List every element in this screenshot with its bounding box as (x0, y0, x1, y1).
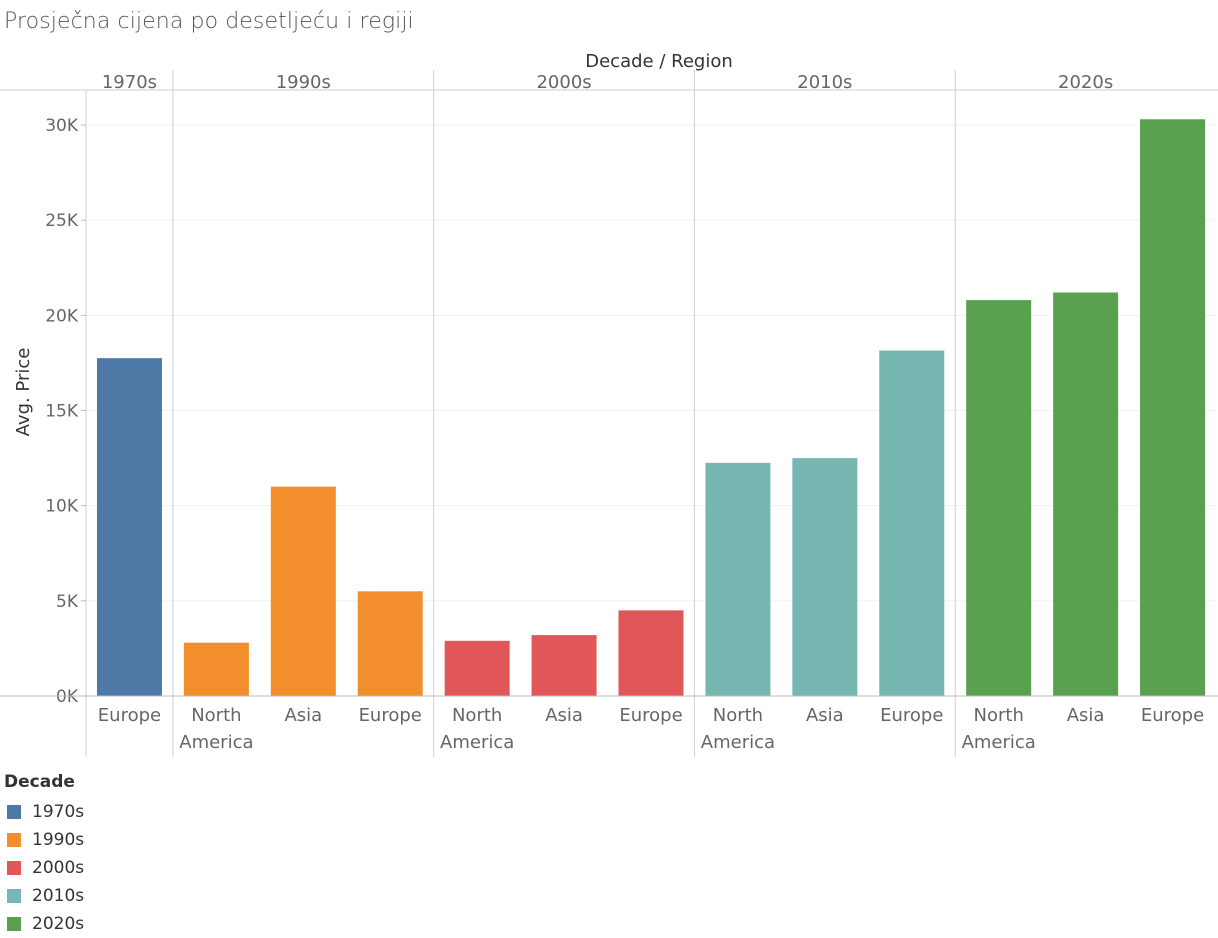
chart-title: Prosječna cijena po desetljeću i regiji (4, 9, 414, 34)
x-tick-label: North (974, 705, 1024, 726)
bar-2000s-north-america[interactable] (444, 640, 510, 696)
bar-2020s-north-america[interactable] (966, 300, 1032, 696)
legend[interactable]: Decade 1970s 1990s 2000s 2010s 2020s (4, 772, 84, 938)
legend-label: 2020s (32, 914, 85, 934)
legend-label: 2000s (32, 858, 85, 878)
y-tick-label: 0K (56, 687, 79, 707)
y-tick-label: 20K (45, 306, 79, 326)
bar-2020s-europe[interactable] (1140, 119, 1206, 697)
x-tick-label: Asia (545, 705, 583, 726)
legend-item-1990s[interactable]: 1990s (4, 826, 84, 854)
x-tick-label: Asia (806, 705, 844, 726)
legend-item-2020s[interactable]: 2020s (4, 910, 84, 938)
x-tick-label: North (452, 705, 502, 726)
y-tick-label: 5K (56, 592, 79, 612)
x-tick-label: America (962, 732, 1036, 753)
bar-2010s-europe[interactable] (879, 350, 945, 696)
legend-swatch (7, 833, 21, 847)
legend-swatch (7, 917, 21, 931)
bar-1970s-europe[interactable] (96, 358, 162, 696)
legend-label: 1970s (32, 802, 85, 822)
bar-1990s-asia[interactable] (270, 486, 336, 696)
legend-swatch (7, 805, 21, 819)
y-tick-label: 25K (45, 211, 79, 231)
decade-header-1990s: 1990s (276, 72, 331, 93)
x-tick-label: Europe (880, 705, 943, 726)
decade-header-2010s: 2010s (797, 72, 852, 93)
header-title: Decade / Region (585, 51, 733, 72)
bar-2000s-europe[interactable] (618, 610, 684, 696)
decade-header-2020s: 2020s (1058, 72, 1113, 93)
bar-chart: Decade / Region 0K 5K 10K 15K 20K 25K 30K Avg. P… (0, 51, 1218, 757)
legend-swatch (7, 861, 21, 875)
x-tick-label: North (713, 705, 763, 726)
y-axis-title: Avg. Price (13, 348, 34, 437)
legend-title: Decade (4, 772, 75, 792)
legend-items: 1970s 1990s 2000s 2010s 2020s (4, 798, 84, 938)
legend-label: 1990s (32, 830, 85, 850)
x-tick-label: Europe (1141, 705, 1204, 726)
x-tick-label: America (440, 732, 514, 753)
decade-header-1970s: 1970s (102, 72, 157, 93)
x-tick-label: America (701, 732, 775, 753)
x-tick-label: North (191, 705, 241, 726)
x-tick-label: Europe (359, 705, 422, 726)
x-tick-label: America (179, 732, 253, 753)
y-tick-label: 10K (45, 497, 79, 517)
decade-header-2000s: 2000s (536, 72, 591, 93)
bar-2000s-asia[interactable] (531, 635, 597, 696)
x-tick-label: Asia (1067, 705, 1105, 726)
legend-swatch (7, 889, 21, 903)
x-tick-label: Europe (619, 705, 682, 726)
bar-1990s-europe[interactable] (357, 591, 423, 696)
bar-2020s-asia[interactable] (1053, 292, 1119, 696)
legend-label: 2010s (32, 886, 85, 906)
y-tick-label: 30K (45, 116, 79, 136)
legend-item-2010s[interactable]: 2010s (4, 882, 84, 910)
bar-2010s-asia[interactable] (792, 458, 858, 696)
bar-1990s-north-america[interactable] (183, 642, 249, 696)
legend-item-2000s[interactable]: 2000s (4, 854, 84, 882)
bar-2010s-north-america[interactable] (705, 462, 771, 696)
y-tick-label: 15K (45, 402, 79, 422)
legend-item-1970s[interactable]: 1970s (4, 798, 84, 826)
x-tick-label: Europe (98, 705, 161, 726)
x-tick-label: Asia (284, 705, 322, 726)
